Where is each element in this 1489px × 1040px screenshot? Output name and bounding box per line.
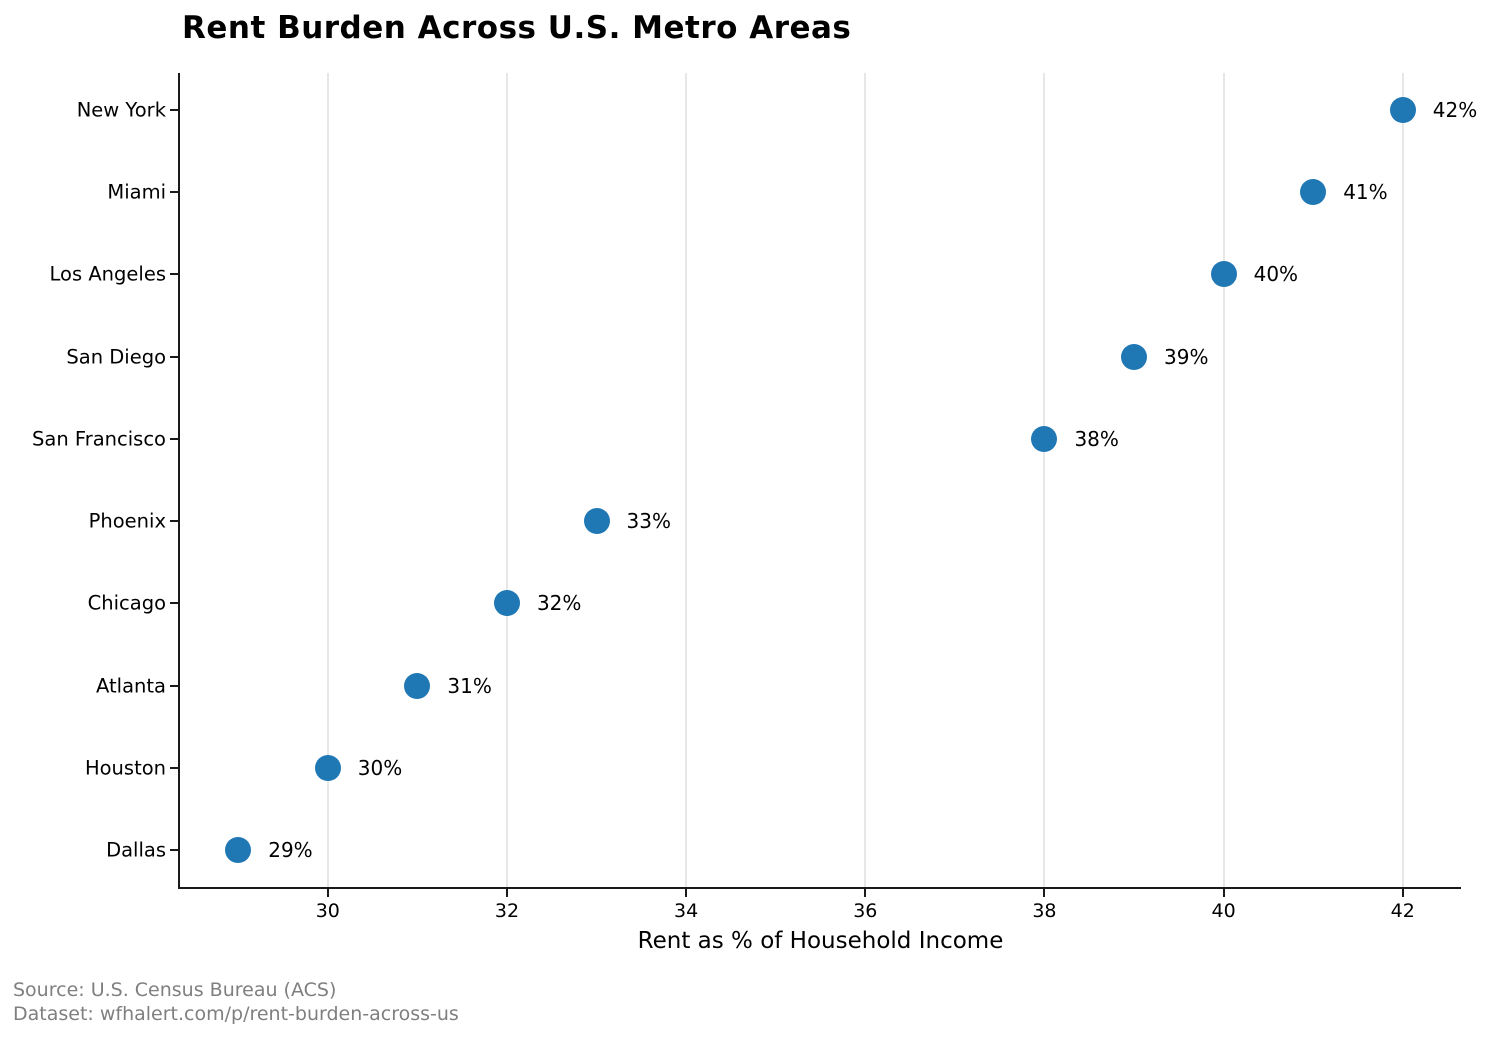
x-tick-label-34: 34 [674, 900, 699, 922]
data-point-los-angeles [1210, 261, 1237, 288]
gridline-x-34 [685, 73, 688, 887]
y-tick-chicago [170, 602, 178, 605]
x-tick-label-30: 30 [315, 900, 340, 922]
y-tick-phoenix [170, 520, 178, 523]
x-tick-30 [326, 889, 329, 897]
dataset-note: Dataset: wfhalert.com/p/rent-burden-acro… [13, 1003, 459, 1025]
x-tick-32 [505, 889, 508, 897]
footer: Source: U.S. Census Bureau (ACS) Dataset… [13, 978, 459, 1026]
y-tick-san-diego [170, 355, 178, 358]
point-label-atlanta: 31% [447, 673, 492, 698]
y-tick-label-chicago: Chicago [87, 591, 166, 615]
source-note: Source: U.S. Census Bureau (ACS) [13, 979, 337, 1001]
data-point-phoenix [583, 508, 610, 535]
gridline-x-38 [1043, 73, 1046, 887]
point-label-miami: 41% [1343, 180, 1388, 205]
x-tick-36 [864, 889, 867, 897]
data-point-houston [314, 754, 341, 781]
data-point-dallas [225, 837, 252, 863]
point-label-san-diego: 39% [1164, 344, 1209, 369]
data-point-miami [1300, 179, 1327, 206]
data-point-san-francisco [1031, 425, 1058, 452]
y-tick-label-miami: Miami [107, 180, 166, 204]
gridline-x-42 [1401, 73, 1404, 887]
y-tick-los-angeles [170, 273, 178, 276]
point-label-los-angeles: 40% [1253, 262, 1299, 287]
data-point-atlanta [404, 672, 431, 699]
x-tick-label-32: 32 [494, 900, 520, 922]
data-point-chicago [493, 590, 520, 617]
x-tick-label-40: 40 [1211, 900, 1236, 922]
y-tick-label-los-angeles: Los Angeles [49, 262, 166, 286]
x-axis-spine [178, 887, 1461, 889]
gridline-x-36 [864, 73, 867, 887]
point-label-chicago: 32% [536, 591, 582, 616]
y-tick-label-dallas: Dallas [106, 838, 166, 862]
point-label-houston: 30% [357, 755, 403, 780]
x-tick-label-38: 38 [1032, 900, 1057, 922]
data-point-san-diego [1121, 343, 1148, 370]
y-tick-new-york [170, 109, 178, 111]
y-tick-dallas [170, 849, 178, 851]
x-tick-42 [1401, 889, 1404, 897]
y-tick-houston [170, 766, 178, 769]
gridline-x-30 [326, 73, 329, 887]
point-label-san-francisco: 38% [1074, 426, 1119, 451]
x-tick-40 [1222, 889, 1225, 897]
y-tick-label-san-diego: San Diego [66, 345, 166, 369]
gridline-x-32 [505, 73, 508, 887]
y-tick-label-houston: Houston [84, 756, 166, 780]
point-label-new-york: 42% [1432, 98, 1478, 122]
y-tick-label-san-francisco: San Francisco [32, 427, 166, 451]
point-label-phoenix: 33% [626, 509, 671, 534]
chart-title: Rent Burden Across U.S. Metro Areas [182, 10, 852, 46]
x-tick-label-42: 42 [1390, 900, 1415, 922]
gridline-x-40 [1222, 73, 1225, 887]
y-tick-miami [170, 191, 178, 194]
x-axis-label: Rent as % of Household Income [637, 928, 1004, 954]
x-tick-34 [685, 889, 688, 897]
x-tick-38 [1043, 889, 1046, 897]
y-tick-label-new-york: New York [76, 98, 166, 122]
y-tick-label-atlanta: Atlanta [96, 674, 166, 698]
point-label-dallas: 29% [268, 838, 313, 862]
y-axis-spine [178, 73, 180, 889]
y-tick-san-francisco [170, 437, 178, 440]
y-tick-atlanta [170, 684, 178, 687]
data-point-new-york [1389, 97, 1416, 123]
x-tick-label-36: 36 [853, 900, 878, 922]
y-tick-label-phoenix: Phoenix [88, 509, 166, 533]
